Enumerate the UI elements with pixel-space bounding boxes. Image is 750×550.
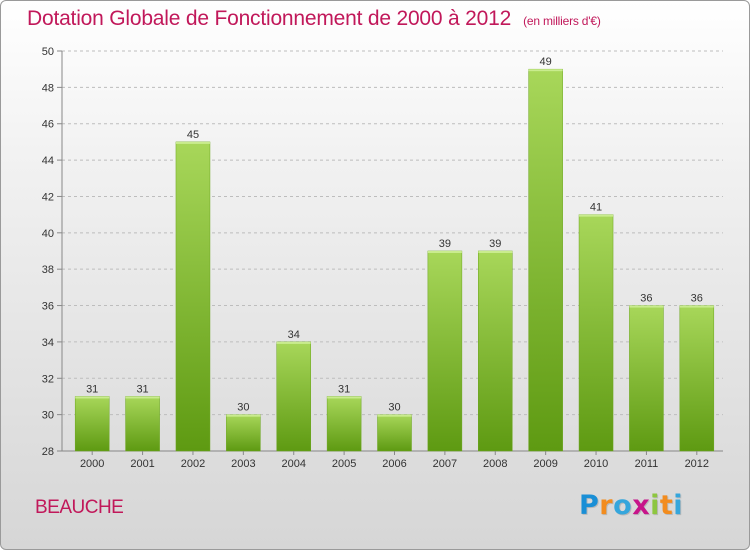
bar-highlight: [579, 214, 614, 217]
logo-letter: o: [613, 490, 633, 521]
x-tick-label: 2011: [635, 458, 659, 470]
logo-letter: r: [599, 490, 614, 521]
x-tick-label: 2012: [685, 458, 709, 470]
x-tick-label: 2001: [130, 458, 154, 470]
x-tick-label: 2009: [533, 458, 557, 470]
data-label: 31: [136, 383, 148, 395]
data-label: 49: [540, 56, 552, 68]
x-tick-label: 2010: [584, 458, 608, 470]
x-tick-label: 2008: [483, 458, 507, 470]
bar-highlight: [276, 341, 311, 344]
chart-title: Dotation Globale de Fonctionnement de 20…: [27, 7, 601, 31]
logo-letter: i: [650, 490, 660, 521]
bar: [377, 414, 412, 452]
y-tick-label: 42: [42, 191, 54, 203]
data-label: 30: [237, 402, 249, 414]
y-tick-label: 46: [42, 119, 54, 131]
bar-highlight: [75, 396, 110, 399]
chart-subtitle: (en milliers d'€): [523, 14, 601, 28]
bar: [478, 250, 513, 452]
bar: [276, 341, 311, 452]
data-label: 34: [288, 329, 300, 341]
y-tick-label: 28: [42, 446, 54, 458]
bar: [226, 414, 261, 452]
data-label: 31: [86, 383, 98, 395]
x-tick-label: 2002: [181, 458, 205, 470]
bar: [578, 214, 614, 452]
y-tick-label: 40: [42, 228, 54, 240]
x-tick-label: 2006: [382, 458, 406, 470]
bar-highlight: [478, 251, 513, 253]
data-label: 39: [489, 238, 501, 250]
data-label: 45: [187, 129, 199, 141]
y-tick-label: 32: [42, 373, 54, 385]
y-tick-label: 48: [42, 82, 54, 94]
data-label: 39: [439, 238, 451, 250]
data-label: 36: [691, 293, 703, 305]
bar-highlight: [327, 396, 362, 399]
y-tick-label: 36: [42, 301, 54, 313]
logo-letter: t: [659, 490, 674, 521]
bar-highlight: [125, 396, 160, 399]
bar: [629, 305, 664, 452]
bar: [679, 305, 715, 452]
bar-highlight: [528, 69, 563, 72]
data-label: 30: [388, 402, 400, 414]
y-tick-label: 34: [42, 337, 54, 349]
data-label: 41: [590, 202, 602, 214]
bar-highlight: [679, 305, 714, 308]
bar: [125, 396, 160, 452]
proxiti-logo: Proxiti: [579, 490, 683, 521]
x-tick-label: 2003: [231, 458, 255, 470]
bar: [427, 250, 463, 452]
x-tick-label: 2004: [281, 458, 305, 470]
logo-letter: i: [673, 490, 684, 521]
bar: [528, 68, 563, 452]
data-label: 36: [640, 293, 652, 305]
x-tick-label: 2000: [80, 458, 104, 470]
x-tick-label: 2005: [332, 458, 356, 470]
y-tick-label: 44: [42, 155, 54, 167]
y-tick-label: 30: [42, 410, 54, 422]
bar-highlight: [226, 414, 261, 417]
x-tick-label: 2007: [433, 458, 457, 470]
logo-letter: P: [579, 490, 600, 521]
bar-highlight: [377, 414, 412, 417]
logo-letter: x: [632, 490, 651, 521]
bar-highlight: [427, 251, 462, 253]
bar-highlight: [175, 141, 210, 144]
bar: [74, 396, 110, 452]
bar-highlight: [629, 305, 664, 308]
y-tick-label: 38: [42, 264, 54, 276]
bar: [326, 396, 362, 452]
commune-name: BEAUCHE: [35, 497, 124, 518]
data-label: 31: [338, 383, 350, 395]
bar: [175, 141, 211, 452]
y-tick-label: 50: [42, 46, 54, 58]
title-text: Dotation Globale de Fonctionnement de 20…: [27, 7, 512, 30]
